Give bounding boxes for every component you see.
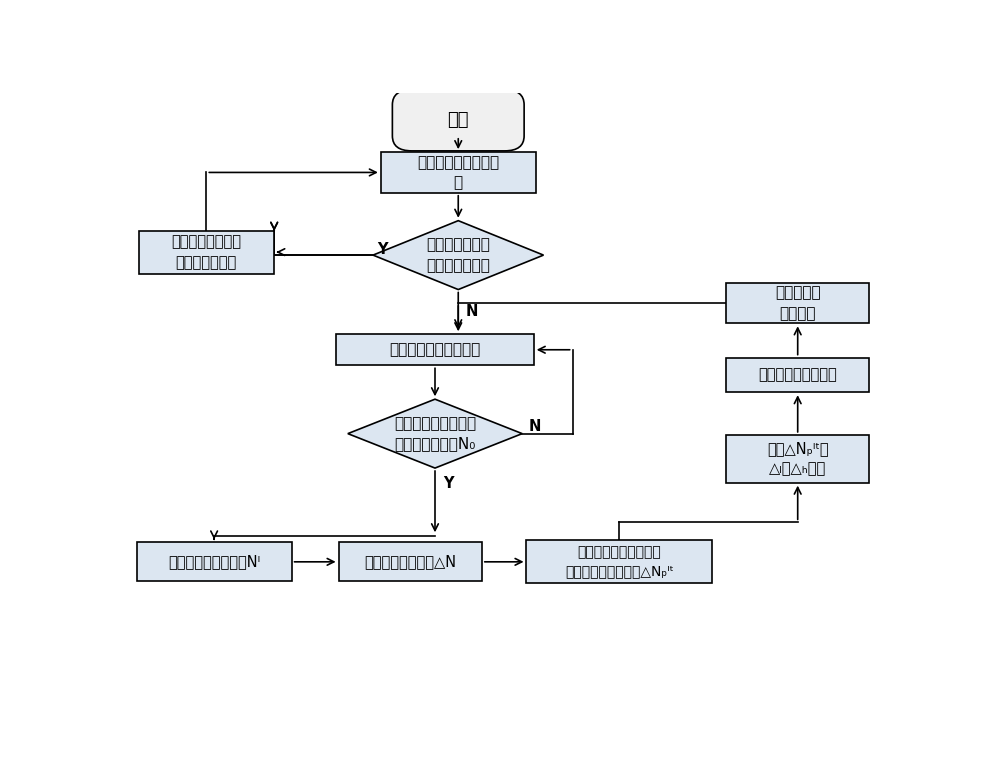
Bar: [139, 230, 274, 274]
Text: N: N: [528, 419, 541, 434]
Text: 接收各车轮脉冲数信息: 接收各车轮脉冲数信息: [389, 342, 481, 357]
Bar: [137, 542, 292, 581]
Text: N: N: [466, 304, 478, 319]
Bar: [726, 358, 869, 392]
Text: 显示各车轮
胎压信息: 显示各车轮 胎压信息: [775, 286, 821, 321]
Text: Y: Y: [377, 242, 387, 257]
Text: Y: Y: [443, 475, 453, 491]
Text: 储存各轮实测脉冲数Nᴵ: 储存各轮实测脉冲数Nᴵ: [168, 554, 260, 569]
Text: 判别各车轮胎压状态: 判别各车轮胎压状态: [758, 367, 837, 383]
FancyBboxPatch shape: [392, 89, 524, 151]
Bar: [526, 540, 712, 584]
Bar: [726, 435, 869, 482]
Text: 计算脉冲数修正值△N: 计算脉冲数修正值△N: [364, 554, 456, 569]
Text: 车轮脉冲数变化
是否需要自学习: 车轮脉冲数变化 是否需要自学习: [426, 237, 490, 273]
Polygon shape: [348, 399, 522, 468]
Bar: [381, 152, 536, 193]
Text: 计算各车轮因胎压变化
产生的脉冲数变化值△Nₚᴵᵗ: 计算各车轮因胎压变化 产生的脉冲数变化值△Nₚᴵᵗ: [565, 545, 674, 578]
Text: 各轮脉冲数计数值的
最小值是否达到N₀: 各轮脉冲数计数值的 最小值是否达到N₀: [394, 416, 476, 451]
Text: 比较△Nₚᴵᵗ与
△ₗ或△ₕ的差: 比较△Nₚᴵᵗ与 △ₗ或△ₕ的差: [767, 441, 829, 476]
Text: 接收各车轮脉冲数信
息: 接收各车轮脉冲数信 息: [417, 155, 499, 190]
Polygon shape: [373, 221, 544, 289]
Bar: [339, 542, 482, 581]
Text: 建立或更新各车轮
脉冲数比较基准: 建立或更新各车轮 脉冲数比较基准: [171, 234, 241, 270]
Text: 开始: 开始: [448, 111, 469, 129]
Bar: [726, 282, 869, 324]
Bar: [336, 335, 534, 366]
